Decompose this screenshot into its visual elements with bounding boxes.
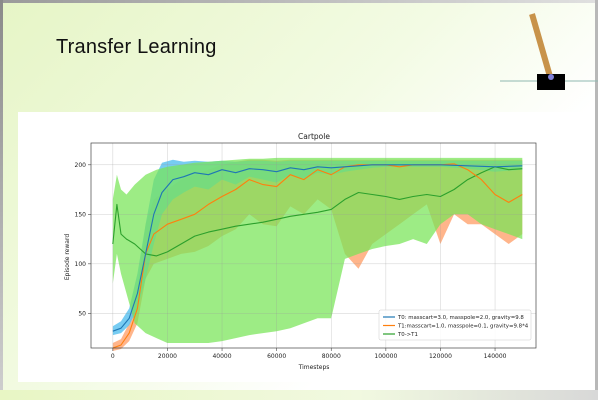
legend-entry: T0->T1 [397,332,418,338]
x-tick-label: 40000 [212,353,231,360]
x-tick-label: 80000 [322,353,341,360]
series-1-line [112,163,523,349]
plot-area [90,142,537,349]
y-tick-label: 50 [78,310,86,317]
y-axis-label: Episode reward [64,234,71,280]
chart-legend: T0: masscart=3.0, masspole=2.0, gravity=… [378,309,532,341]
slide-frame-top [0,0,598,3]
legend-box [378,309,532,341]
x-tick-label: 60000 [267,353,286,360]
legend-entry: T0: masscart=3.0, masspole=2.0, gravity=… [397,315,524,321]
chart-title: Cartpole [298,132,330,141]
y-tick-label: 100 [75,261,87,268]
slide-frame-bottom [0,390,598,400]
x-tick-label: 0 [111,353,115,360]
y-tick-label: 150 [75,211,87,218]
slide-frame-left [0,0,3,400]
x-tick-label: 140000 [484,353,507,360]
series-2-line [112,166,523,257]
cartpole-pole [529,13,554,81]
legend-entry: T1:masscart=1.0, masspole=0.1, gravity=9… [397,324,529,330]
chart-panel: Cartpole 0 20000 40000 60000 80000 100000 1200… [18,112,582,382]
x-axis-label: Timesteps [298,364,330,371]
x-tick-label: 100000 [374,353,397,360]
y-tick-label: 200 [75,162,87,169]
series-0-line [112,164,523,332]
slide-frame-right [595,0,598,400]
x-tick-label: 120000 [429,353,452,360]
x-tick-label: 20000 [158,353,177,360]
cartpole-icon [500,13,598,90]
slide-title: Transfer Learning [56,36,217,58]
series-2-band [112,157,523,343]
cartpole-chart: Cartpole 0 20000 40000 60000 80000 100000 1200… [64,132,537,371]
cartpole-cart [537,74,565,90]
cartpole-axle [548,74,554,80]
